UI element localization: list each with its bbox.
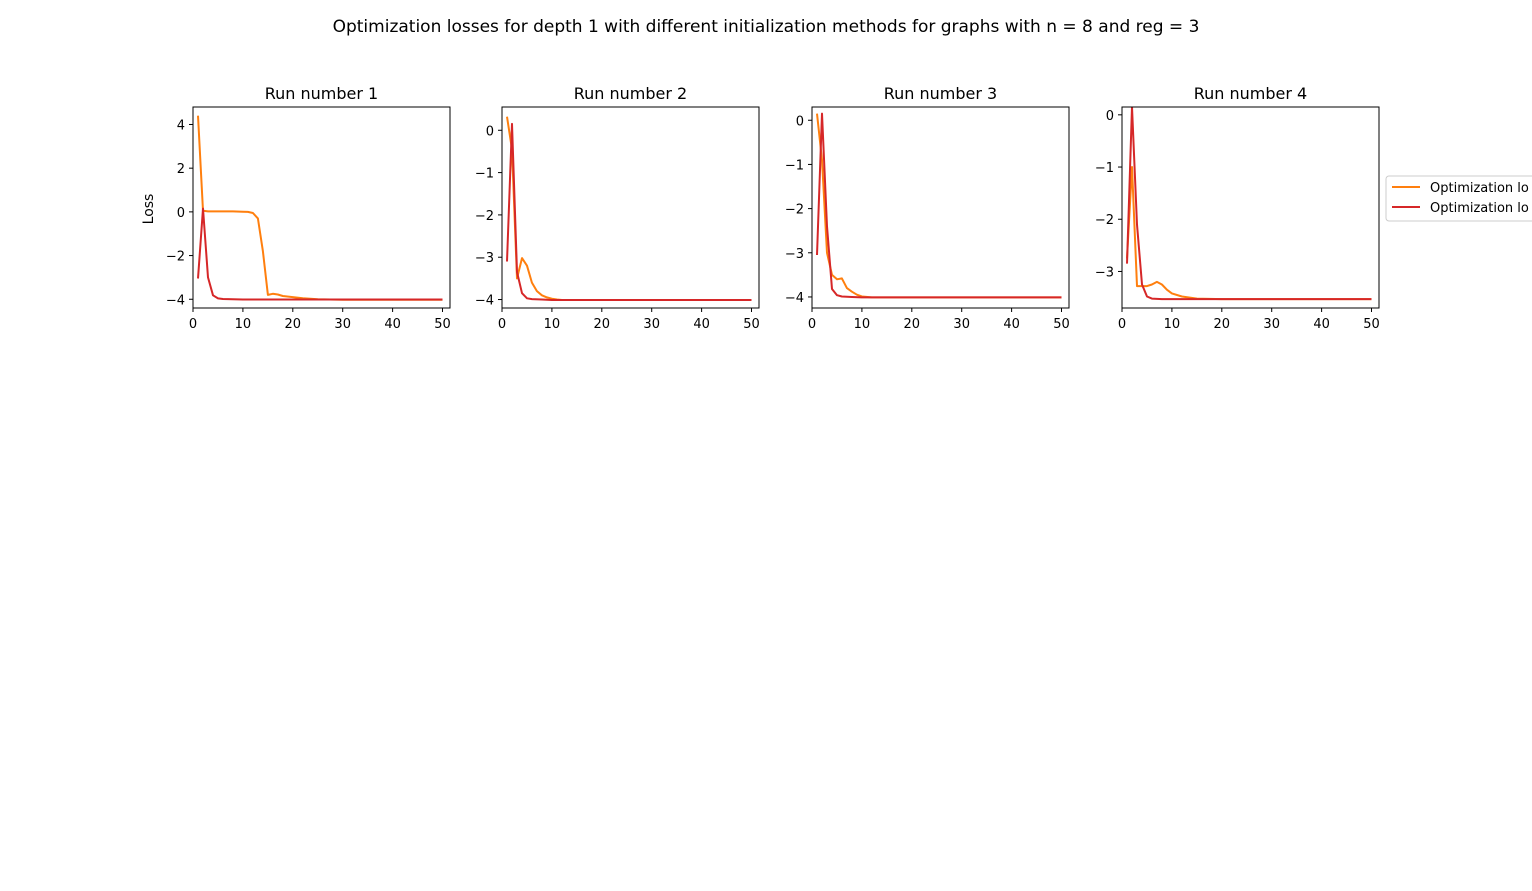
y-tick-label: 0 <box>1106 109 1114 124</box>
y-tick-label: −4 <box>785 291 804 306</box>
subplot-3: Run number 3 0 10 20 30 40 50 −4 −3 −2 −1 0 <box>785 84 1070 332</box>
x-tick-label: 40 <box>1313 317 1330 332</box>
subplot-2: Run number 2 0 10 20 30 40 50 −4 −3 −2 −1 0 <box>475 84 760 332</box>
x-tick-label: 20 <box>285 317 302 332</box>
y-tick-label: −1 <box>1095 161 1114 176</box>
x-tick-label: 20 <box>1214 317 1231 332</box>
x-tick-label: 0 <box>189 317 197 332</box>
y-tick-label: −4 <box>166 293 185 308</box>
series-line-1 <box>506 116 752 301</box>
series-line-1 <box>197 115 443 301</box>
figure-title: Optimization losses for depth 1 with dif… <box>333 17 1200 37</box>
x-tick-label: 50 <box>1363 317 1380 332</box>
x-tick-label: 10 <box>544 317 561 332</box>
legend-box <box>1385 175 1532 222</box>
legend-label: Optimization lo <box>1430 201 1529 216</box>
series-line-2 <box>1126 107 1372 301</box>
y-tick-label: 4 <box>177 118 185 133</box>
y-tick-label: 0 <box>796 114 804 129</box>
x-tick-label: 30 <box>334 317 351 332</box>
y-axis-label: Loss <box>141 194 157 225</box>
y-tick-label: −2 <box>475 209 494 224</box>
y-tick-label: −4 <box>475 294 494 309</box>
axes-frame <box>811 106 1070 309</box>
y-tick-label: −2 <box>166 250 185 265</box>
legend-label: Optimization lo <box>1430 181 1529 196</box>
legend: Optimization lo Optimization lo <box>1385 175 1532 222</box>
y-tick-label: −1 <box>785 158 804 173</box>
x-tick-label: 0 <box>498 317 506 332</box>
subplot-1: Run number 1 0 10 20 30 40 50 −4 −2 0 2 4 <box>166 84 451 332</box>
series-line-2 <box>816 112 1062 299</box>
axes-frame <box>192 106 451 309</box>
x-tick-label: 0 <box>1118 317 1126 332</box>
y-tick-label: −2 <box>785 203 804 218</box>
x-tick-label: 0 <box>808 317 816 332</box>
subplot-title: Run number 2 <box>574 84 687 103</box>
axes-frame <box>501 106 760 309</box>
x-tick-label: 10 <box>1164 317 1181 332</box>
y-tick-label: −3 <box>785 247 804 262</box>
subplot-title: Run number 1 <box>265 84 378 103</box>
x-tick-label: 50 <box>743 317 760 332</box>
y-tick-label: −2 <box>1095 213 1114 228</box>
x-tick-label: 20 <box>904 317 921 332</box>
axes-frame <box>1121 106 1380 309</box>
subplot-4: Run number 4 0 10 20 30 40 50 −3 −2 −1 0 <box>1095 84 1380 332</box>
subplot-title: Run number 3 <box>884 84 997 103</box>
y-tick-label: 0 <box>177 206 185 221</box>
y-tick-label: −1 <box>475 167 494 182</box>
series-line-2 <box>506 122 752 301</box>
x-tick-label: 40 <box>384 317 401 332</box>
x-tick-label: 40 <box>693 317 710 332</box>
y-tick-label: −3 <box>475 251 494 266</box>
subplot-title: Run number 4 <box>1194 84 1307 103</box>
x-tick-label: 30 <box>953 317 970 332</box>
x-tick-label: 20 <box>594 317 611 332</box>
series-line-2 <box>197 207 443 301</box>
x-tick-label: 10 <box>854 317 871 332</box>
x-tick-label: 30 <box>643 317 660 332</box>
series-line-1 <box>1126 166 1372 301</box>
x-tick-label: 40 <box>1003 317 1020 332</box>
x-tick-label: 30 <box>1263 317 1280 332</box>
x-tick-label: 50 <box>1053 317 1070 332</box>
x-tick-label: 10 <box>235 317 252 332</box>
y-tick-label: −3 <box>1095 265 1114 280</box>
x-tick-label: 50 <box>434 317 451 332</box>
y-tick-label: 0 <box>486 124 494 139</box>
y-tick-label: 2 <box>177 162 185 177</box>
series-line-1 <box>816 113 1062 299</box>
